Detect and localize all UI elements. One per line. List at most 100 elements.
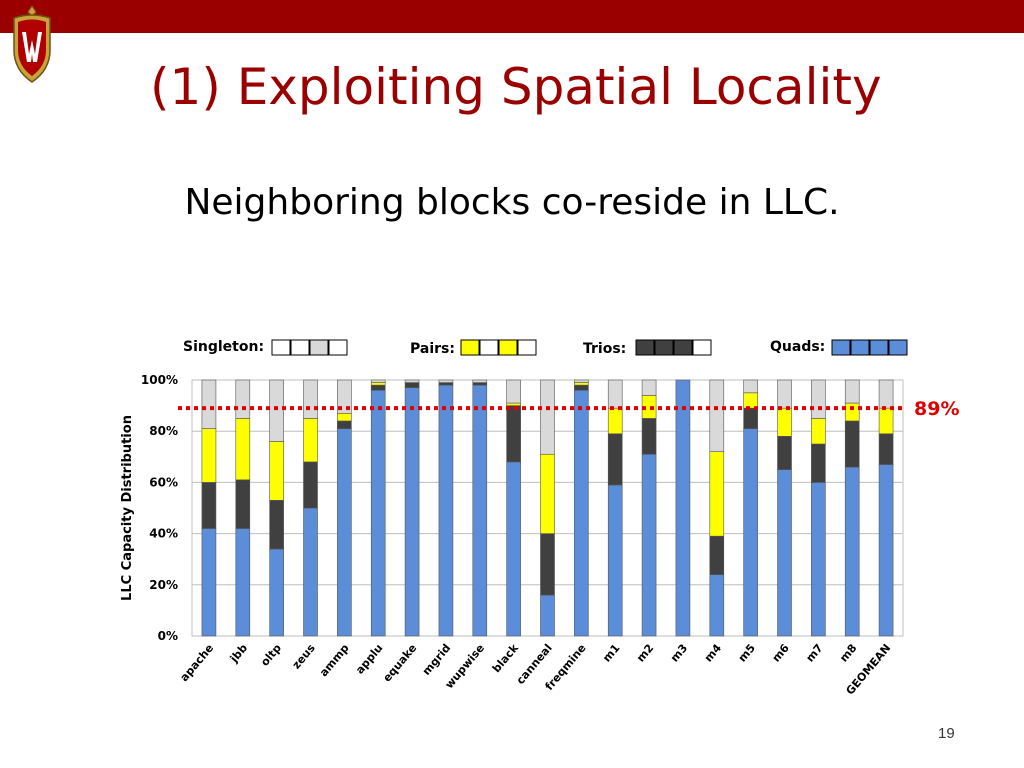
bar-trios-applu — [370, 384, 386, 391]
bar-singleton-m2 — [641, 379, 657, 396]
x-tick-label: jbb — [227, 641, 250, 665]
bar-trios-m1 — [607, 433, 623, 486]
bar-pairs-m1 — [607, 407, 623, 435]
legend-label: Pairs: — [410, 341, 455, 357]
bar-pairs-m5 — [743, 392, 758, 409]
bar-trios-m4 — [709, 535, 725, 575]
bar-singleton-m1 — [607, 379, 623, 409]
x-tick-label: mgrid — [420, 642, 453, 678]
bar-pairs-ammp — [337, 412, 352, 422]
bar-trios-oltp — [269, 500, 284, 550]
bar-quads-m1 — [607, 484, 623, 637]
bar-pairs-canneal — [540, 453, 555, 534]
legend-swatch — [888, 339, 908, 356]
bar-singleton-m5 — [743, 379, 758, 394]
bar-pairs-applu — [370, 382, 386, 386]
bar-pairs-m6 — [777, 407, 792, 437]
bar-quads-m8 — [844, 466, 860, 637]
legend-label: Quads: — [770, 339, 825, 355]
y-tick-label: 100% — [141, 373, 178, 387]
legend-swatch — [309, 339, 329, 356]
bar-pairs-zeus — [303, 418, 318, 463]
bar-trios-ammp — [337, 420, 352, 429]
bar-singleton-oltp — [269, 379, 284, 442]
bar-trios-apache — [201, 482, 217, 529]
bar-pairs-oltp — [269, 441, 284, 501]
bar-quads-m7 — [811, 482, 826, 637]
bar-quads-apache — [201, 528, 217, 637]
legend-swatch — [479, 339, 499, 356]
bar-singleton-jbb — [235, 379, 251, 419]
bar-trios-zeus — [303, 461, 318, 509]
legend-swatch — [869, 339, 889, 356]
bar-trios-canneal — [540, 533, 555, 596]
bar-trios-mgrid — [438, 382, 454, 386]
bar-pairs-m8 — [844, 402, 860, 422]
x-tick-label: m7 — [803, 642, 825, 665]
x-tick-label: m5 — [736, 642, 758, 665]
legend-swatch — [673, 339, 693, 356]
x-tick-label: m4 — [702, 641, 724, 664]
bar-pairs-m4 — [709, 451, 725, 537]
bar-trios-equake — [404, 382, 420, 388]
bar-trios-black — [506, 405, 521, 463]
x-tick-label: m3 — [668, 642, 690, 665]
bar-singleton-mgrid — [438, 379, 454, 383]
x-tick-label: m2 — [634, 642, 656, 665]
y-tick-label: 80% — [149, 424, 178, 438]
bar-singleton-apache — [201, 379, 217, 429]
bar-quads-m5 — [743, 428, 758, 637]
bar-quads-mgrid — [438, 384, 454, 637]
bar-trios-m5 — [743, 407, 758, 429]
bar-singleton-m8 — [844, 379, 860, 404]
bar-trios-wupwise — [472, 382, 488, 386]
legend-swatch — [460, 339, 480, 356]
bar-quads-geomean — [878, 464, 894, 637]
x-tick-label: oltp — [258, 641, 284, 668]
slide-number: 19 — [938, 725, 955, 742]
legend-swatch — [498, 339, 518, 356]
bar-singleton-zeus — [303, 379, 318, 419]
x-tick-label: equake — [380, 642, 419, 685]
bar-singleton-freqmine — [574, 379, 589, 383]
bar-trios-freqmine — [574, 384, 589, 391]
bar-quads-canneal — [540, 594, 555, 637]
bar-singleton-m4 — [709, 379, 725, 452]
university-crest-logo — [13, 5, 51, 83]
y-axis-label: LLC Capacity Distribution — [120, 415, 135, 601]
x-tick-label: m1 — [600, 642, 622, 665]
y-tick-label: 60% — [149, 475, 178, 489]
bar-singleton-geomean — [878, 379, 894, 409]
y-tick-label: 20% — [149, 578, 178, 592]
bar-trios-m2 — [641, 418, 657, 455]
bar-trios-jbb — [235, 479, 251, 529]
x-tick-label: apache — [178, 642, 217, 684]
bar-quads-m2 — [641, 453, 657, 637]
bar-pairs-black — [506, 402, 521, 406]
bar-pairs-freqmine — [574, 382, 589, 386]
y-tick-label: 40% — [149, 527, 178, 541]
bar-quads-wupwise — [472, 384, 488, 637]
bar-trios-m6 — [777, 436, 792, 470]
slide-subtitle: Neighboring blocks co-reside in LLC. — [184, 182, 840, 223]
legend-swatch — [290, 339, 310, 356]
legend-label: Trios: — [583, 341, 626, 357]
bar-quads-freqmine — [574, 389, 589, 637]
bar-quads-m4 — [709, 574, 725, 637]
bar-singleton-m6 — [777, 379, 792, 409]
x-tick-label: zeus — [290, 641, 318, 671]
x-tick-label: ammp — [317, 641, 352, 679]
bar-singleton-ammp — [337, 379, 352, 414]
legend-swatch — [635, 339, 655, 356]
x-tick-label: applu — [353, 642, 385, 677]
top-bar — [0, 0, 1024, 33]
bar-singleton-equake — [404, 379, 420, 383]
bar-quads-jbb — [235, 528, 251, 637]
bar-pairs-geomean — [878, 407, 894, 435]
bar-quads-ammp — [337, 428, 352, 637]
bar-trios-m7 — [811, 443, 826, 483]
legend-swatch — [328, 339, 348, 356]
bar-trios-m8 — [844, 420, 860, 468]
reference-line-label: 89% — [914, 398, 959, 420]
y-tick-label: 0% — [158, 629, 178, 643]
